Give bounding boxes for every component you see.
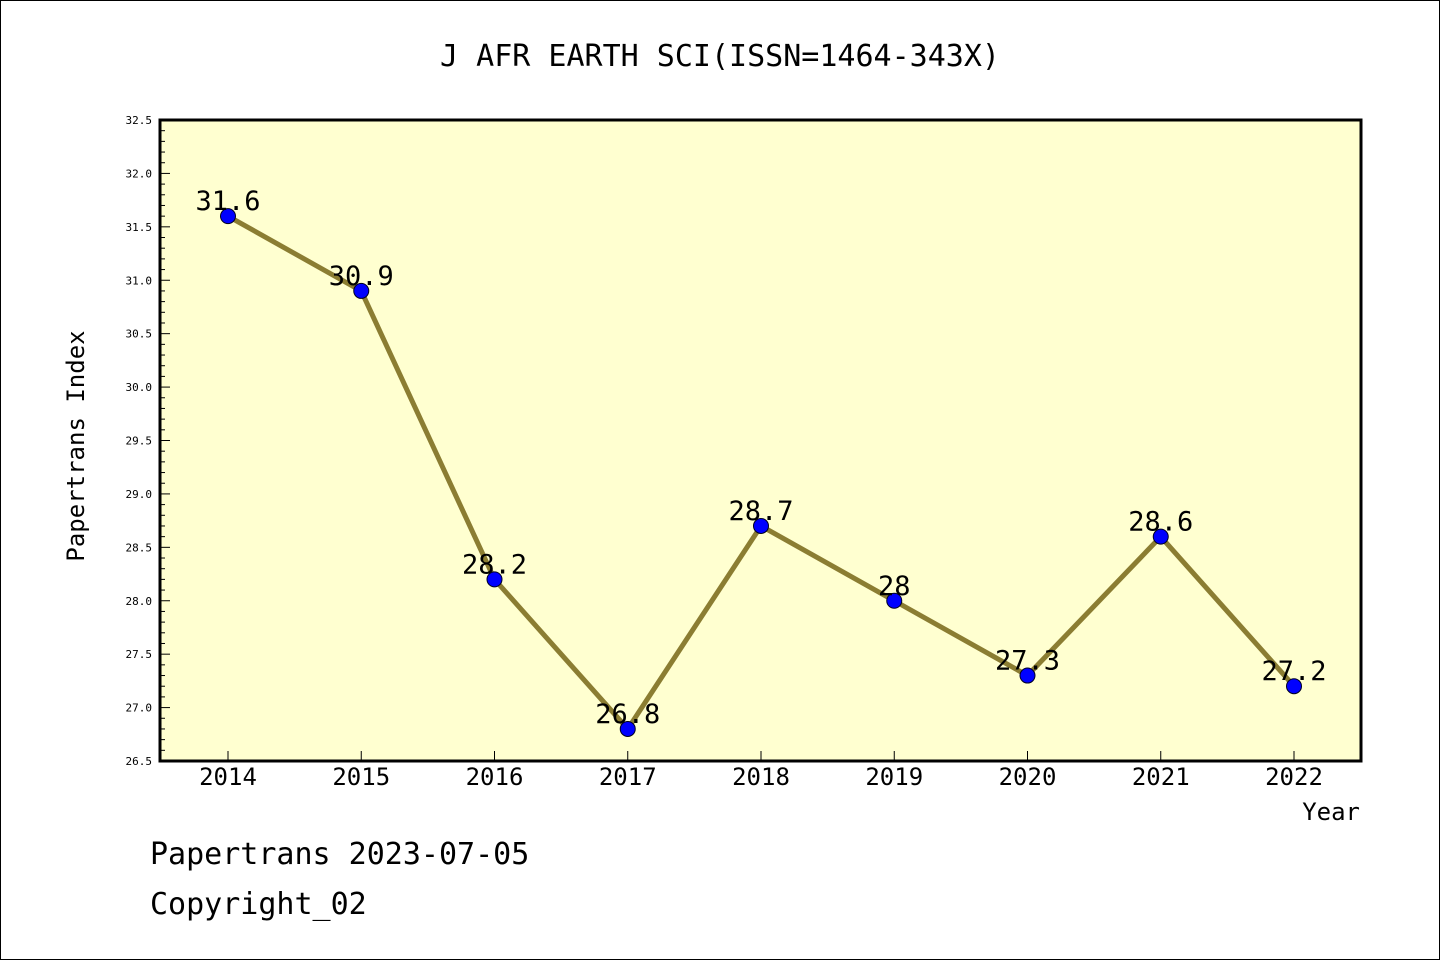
y-tick-label: 26.5 (126, 755, 153, 768)
data-label: 27.3 (995, 646, 1060, 677)
y-axis: 26.5 27.0 27.5 28.0 28.5 29.0 29.5 30.0 30.5 31.0… (126, 114, 170, 768)
data-point (1019, 667, 1036, 684)
y-tick-label: 30.0 (126, 381, 153, 394)
y-tick-label: 32.0 (126, 167, 153, 180)
y-tick-label: 32.5 (126, 114, 153, 127)
chart-title: J AFR EARTH SCI(ISSN=1464-343X) (440, 39, 1000, 74)
y-tick-label: 31.0 (126, 274, 153, 287)
x-axis: 2014 2015 2016 2017 2018 2019 2020 2021 2022 (199, 751, 1323, 791)
data-label: 28.2 (462, 549, 527, 580)
data-point (353, 282, 370, 299)
data-label: 26.8 (595, 699, 660, 730)
x-tick-label: 2017 (599, 763, 657, 791)
data-point (1152, 528, 1169, 545)
data-point (886, 592, 903, 609)
x-tick-label: 2014 (199, 763, 257, 791)
y-tick-label: 31.5 (126, 221, 153, 234)
x-tick-label: 2016 (466, 763, 524, 791)
y-tick-label: 28.5 (126, 541, 153, 554)
y-tick-label: 30.5 (126, 328, 153, 341)
y-axis-label: Papertrans Index (62, 330, 90, 561)
x-tick-label: 2018 (732, 763, 790, 791)
footer-date: Papertrans 2023-07-05 (150, 837, 529, 872)
data-label: 27.2 (1261, 656, 1326, 687)
x-tick-label: 2020 (999, 763, 1057, 791)
data-point (220, 208, 236, 225)
data-labels: 31.6 30.9 28.2 26.8 28.7 28 27.3 28.6 27.2 (195, 186, 1326, 730)
data-point (486, 571, 503, 588)
x-tick-label: 2022 (1265, 763, 1323, 791)
data-points (220, 208, 1302, 737)
x-axis-label: Year (1302, 798, 1360, 826)
data-point (619, 720, 636, 737)
x-tick-label: 2015 (332, 763, 390, 791)
x-tick-label: 2019 (865, 763, 923, 791)
data-label: 28.6 (1128, 507, 1193, 538)
y-tick-label: 29.0 (126, 488, 153, 501)
y-tick-label: 28.0 (126, 595, 153, 608)
data-label: 31.6 (195, 186, 260, 217)
data-label: 30.9 (329, 261, 394, 292)
plot-border (158, 118, 1363, 763)
footer-copyright: Copyright_02 (150, 887, 367, 922)
plot-area (160, 120, 1361, 761)
y-tick-label: 27.5 (126, 648, 153, 661)
data-label: 28.7 (728, 496, 793, 527)
data-label: 28 (878, 571, 911, 602)
x-tick-label: 2021 (1132, 763, 1190, 791)
data-point (1286, 678, 1302, 695)
y-tick-label: 29.5 (126, 435, 153, 448)
y-tick-label: 27.0 (126, 702, 153, 715)
data-point (753, 517, 769, 534)
